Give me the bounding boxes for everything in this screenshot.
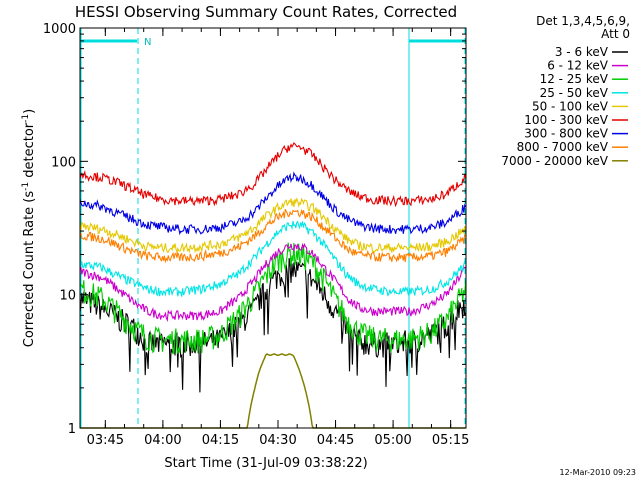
x-axis-label: Start Time (31-Jul-09 03:38:22) (164, 456, 367, 471)
legend-label: 25 - 50 keV (540, 86, 609, 100)
series-layer (79, 142, 467, 429)
legend-label: 6 - 12 keV (547, 59, 609, 73)
legend-label: 12 - 25 keV (540, 72, 609, 86)
y-tick-label: 1 (68, 422, 76, 437)
y-tick-label: 100 (51, 155, 76, 170)
x-tick-label: 05:00 (374, 433, 411, 448)
footer-date: 12-Mar-2010 09:23 (560, 468, 637, 477)
night-label: N (144, 37, 151, 48)
series-line-300-800-kev (79, 171, 467, 236)
plot-frame (79, 27, 467, 429)
legend-label: 7000 - 20000 keV (501, 154, 608, 168)
series-line-800-7000-kev (79, 208, 467, 264)
legend-label: 300 - 800 keV (524, 127, 608, 141)
legend-header-line1: Det 1,3,4,5,6,9, (536, 14, 630, 28)
y-tick-label: 1000 (43, 22, 76, 37)
y-axis-label: Corrected Count Rate (s-1 detector-1) (21, 109, 37, 347)
ticks-layer: 03:45 04:00 04:15 04:30 04:45 05:00 05:15 1 10 10… (43, 22, 469, 448)
legend-label: 50 - 100 keV (532, 99, 609, 113)
legend-label: 800 - 7000 keV (517, 140, 609, 154)
series-line-50-100-kev (79, 197, 467, 254)
legend-label: 100 - 300 keV (524, 113, 608, 127)
x-tick-label: 04:15 (202, 433, 239, 448)
series-line-100-300-kev (79, 142, 467, 208)
y-tick-label: 10 (59, 289, 76, 304)
x-tick-label: 03:45 (87, 433, 124, 448)
series-line-25-50-kev (79, 220, 466, 298)
series-line-12-25-kev (79, 242, 467, 355)
legend-label: 3 - 6 keV (555, 45, 609, 59)
legend-header-line2: Att 0 (601, 27, 630, 41)
x-tick-label: 04:45 (317, 433, 354, 448)
chart-title: HESSI Observing Summary Count Rates, Cor… (75, 3, 457, 21)
x-tick-label: 05:15 (432, 433, 469, 448)
series-line-6-12-kev (79, 242, 467, 323)
x-tick-label: 04:00 (144, 433, 181, 448)
x-tick-label: 04:30 (259, 433, 296, 448)
